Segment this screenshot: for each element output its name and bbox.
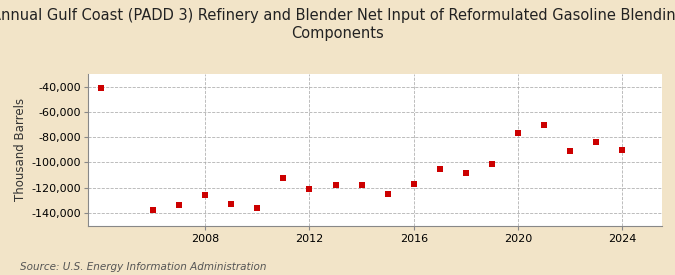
Point bbox=[304, 187, 315, 191]
Point bbox=[200, 193, 211, 197]
Y-axis label: Thousand Barrels: Thousand Barrels bbox=[14, 98, 27, 201]
Point bbox=[591, 140, 601, 145]
Point bbox=[173, 203, 184, 208]
Point bbox=[382, 192, 393, 196]
Point bbox=[225, 202, 236, 206]
Point bbox=[330, 183, 341, 187]
Point bbox=[565, 149, 576, 153]
Text: Source: U.S. Energy Information Administration: Source: U.S. Energy Information Administ… bbox=[20, 262, 267, 272]
Point bbox=[539, 122, 549, 127]
Point bbox=[95, 86, 106, 90]
Text: Annual Gulf Coast (PADD 3) Refinery and Blender Net Input of Reformulated Gasoli: Annual Gulf Coast (PADD 3) Refinery and … bbox=[0, 8, 675, 41]
Point bbox=[408, 182, 419, 186]
Point bbox=[513, 131, 524, 136]
Point bbox=[148, 208, 159, 213]
Point bbox=[435, 167, 446, 171]
Point bbox=[278, 175, 289, 180]
Point bbox=[487, 161, 497, 166]
Point bbox=[460, 170, 471, 175]
Point bbox=[617, 148, 628, 152]
Point bbox=[252, 206, 263, 210]
Point bbox=[356, 183, 367, 187]
